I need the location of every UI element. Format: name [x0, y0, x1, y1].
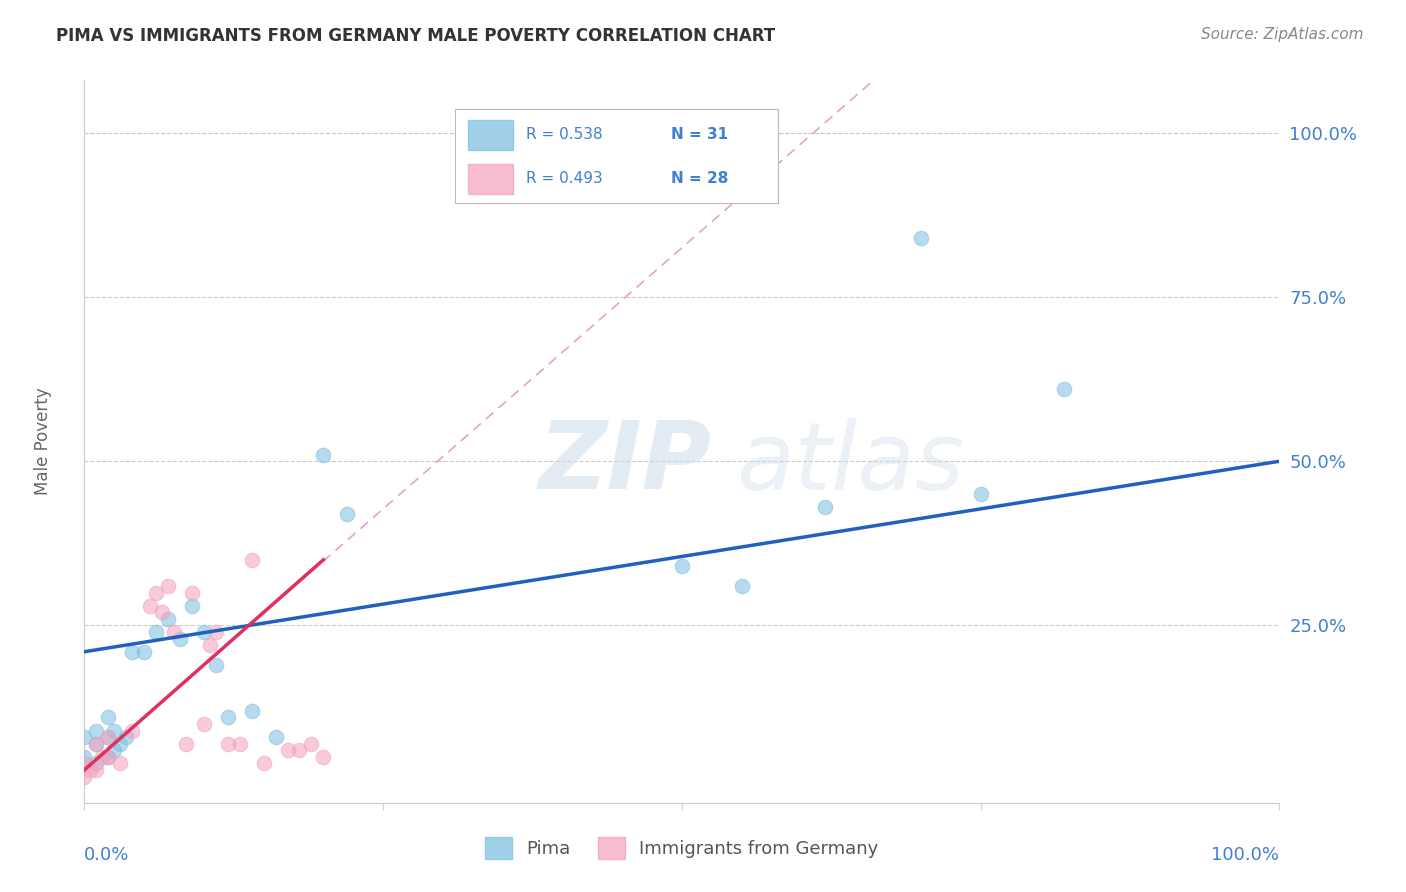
- Point: [910, 231, 932, 245]
- Point: [97, 730, 120, 744]
- Point: [277, 743, 299, 757]
- Point: [121, 723, 143, 738]
- Point: [240, 704, 263, 718]
- Point: [253, 756, 276, 771]
- Point: [97, 749, 120, 764]
- Point: [97, 749, 120, 764]
- Point: [169, 632, 191, 646]
- Point: [86, 763, 108, 777]
- Point: [217, 737, 239, 751]
- Point: [163, 625, 186, 640]
- Point: [157, 612, 180, 626]
- Point: [193, 625, 215, 640]
- Point: [145, 625, 167, 640]
- Point: [1053, 382, 1076, 396]
- Point: [103, 743, 125, 757]
- Point: [157, 579, 180, 593]
- Point: [86, 756, 108, 771]
- Point: [86, 737, 108, 751]
- Point: [150, 605, 173, 619]
- Point: [198, 638, 221, 652]
- Point: [264, 730, 287, 744]
- Point: [110, 737, 132, 751]
- Point: [229, 737, 252, 751]
- Point: [103, 723, 125, 738]
- Point: [139, 599, 162, 613]
- Point: [97, 710, 120, 724]
- Point: [301, 737, 323, 751]
- Point: [132, 645, 156, 659]
- Point: [73, 770, 96, 784]
- Point: [145, 585, 167, 599]
- Point: [205, 657, 228, 672]
- Point: [731, 579, 754, 593]
- Text: PIMA VS IMMIGRANTS FROM GERMANY MALE POVERTY CORRELATION CHART: PIMA VS IMMIGRANTS FROM GERMANY MALE POV…: [56, 27, 775, 45]
- Text: ZIP: ZIP: [538, 417, 711, 509]
- Text: Male Poverty: Male Poverty: [34, 388, 52, 495]
- Point: [312, 749, 335, 764]
- Point: [336, 507, 359, 521]
- Point: [91, 749, 114, 764]
- Point: [671, 559, 693, 574]
- Point: [86, 737, 108, 751]
- Text: Source: ZipAtlas.com: Source: ZipAtlas.com: [1201, 27, 1364, 42]
- Point: [181, 585, 204, 599]
- Point: [814, 500, 837, 515]
- Point: [312, 448, 335, 462]
- Point: [121, 645, 143, 659]
- Point: [181, 599, 204, 613]
- Point: [73, 756, 96, 771]
- Text: atlas: atlas: [735, 417, 965, 508]
- Point: [110, 756, 132, 771]
- Point: [240, 553, 263, 567]
- Point: [73, 730, 96, 744]
- Point: [73, 749, 96, 764]
- Point: [970, 487, 993, 501]
- Text: 100.0%: 100.0%: [1212, 847, 1279, 864]
- Text: 0.0%: 0.0%: [84, 847, 129, 864]
- Point: [97, 730, 120, 744]
- Point: [174, 737, 197, 751]
- Point: [205, 625, 228, 640]
- Point: [217, 710, 239, 724]
- Legend: Pima, Immigrants from Germany: Pima, Immigrants from Germany: [478, 830, 886, 866]
- Point: [288, 743, 311, 757]
- Point: [86, 723, 108, 738]
- Point: [79, 763, 101, 777]
- Point: [115, 730, 138, 744]
- Point: [193, 717, 215, 731]
